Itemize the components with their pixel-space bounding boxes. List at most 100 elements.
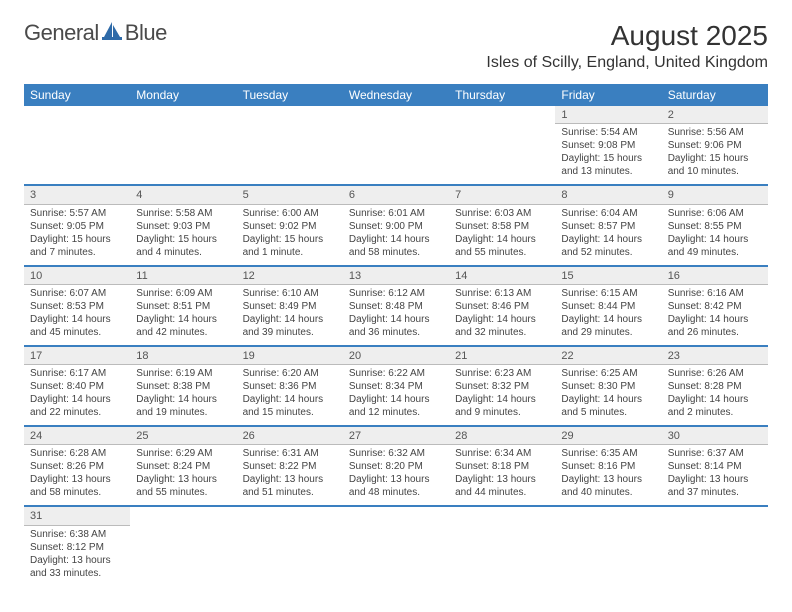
day-data-cell: Sunrise: 6:15 AMSunset: 8:44 PMDaylight:… — [555, 284, 661, 346]
day-number-cell: 13 — [343, 266, 449, 285]
sunrise-text: Sunrise: 6:01 AM — [349, 207, 443, 220]
day-header: Tuesday — [237, 84, 343, 106]
sunset-text: Sunset: 9:08 PM — [561, 139, 655, 152]
day-header-row: SundayMondayTuesdayWednesdayThursdayFrid… — [24, 84, 768, 106]
day-data-cell — [130, 124, 236, 186]
day-number-cell: 6 — [343, 185, 449, 204]
sail-icon — [102, 20, 122, 46]
day-number-cell: 31 — [24, 506, 130, 525]
sunrise-text: Sunrise: 6:00 AM — [243, 207, 337, 220]
day-data-cell: Sunrise: 6:16 AMSunset: 8:42 PMDaylight:… — [662, 284, 768, 346]
sunrise-text: Sunrise: 6:15 AM — [561, 287, 655, 300]
sunrise-text: Sunrise: 6:29 AM — [136, 447, 230, 460]
sunset-text: Sunset: 8:55 PM — [668, 220, 762, 233]
day-data-cell: Sunrise: 6:37 AMSunset: 8:14 PMDaylight:… — [662, 445, 768, 507]
day-header: Wednesday — [343, 84, 449, 106]
day-data-cell: Sunrise: 6:04 AMSunset: 8:57 PMDaylight:… — [555, 204, 661, 266]
daylight-text: Daylight: 13 hours and 44 minutes. — [455, 473, 549, 499]
sunset-text: Sunset: 8:40 PM — [30, 380, 124, 393]
day-number-cell: 7 — [449, 185, 555, 204]
daylight-text: Daylight: 14 hours and 39 minutes. — [243, 313, 337, 339]
day-data-cell: Sunrise: 6:22 AMSunset: 8:34 PMDaylight:… — [343, 365, 449, 427]
sunset-text: Sunset: 8:51 PM — [136, 300, 230, 313]
sunrise-text: Sunrise: 6:34 AM — [455, 447, 549, 460]
day-data-cell: Sunrise: 6:32 AMSunset: 8:20 PMDaylight:… — [343, 445, 449, 507]
day-data-cell — [237, 124, 343, 186]
day-number-row: 31 — [24, 506, 768, 525]
day-number-cell: 28 — [449, 426, 555, 445]
sunrise-text: Sunrise: 6:16 AM — [668, 287, 762, 300]
sunset-text: Sunset: 8:58 PM — [455, 220, 549, 233]
sunrise-text: Sunrise: 6:04 AM — [561, 207, 655, 220]
day-data-cell: Sunrise: 5:58 AMSunset: 9:03 PMDaylight:… — [130, 204, 236, 266]
sunrise-text: Sunrise: 6:23 AM — [455, 367, 549, 380]
sunset-text: Sunset: 8:22 PM — [243, 460, 337, 473]
sunset-text: Sunset: 8:53 PM — [30, 300, 124, 313]
day-data-cell: Sunrise: 6:29 AMSunset: 8:24 PMDaylight:… — [130, 445, 236, 507]
sunrise-text: Sunrise: 6:26 AM — [668, 367, 762, 380]
sunrise-text: Sunrise: 5:56 AM — [668, 126, 762, 139]
day-number-cell: 8 — [555, 185, 661, 204]
day-data-cell: Sunrise: 6:17 AMSunset: 8:40 PMDaylight:… — [24, 365, 130, 427]
day-number-cell — [343, 106, 449, 124]
daylight-text: Daylight: 14 hours and 29 minutes. — [561, 313, 655, 339]
day-number-cell: 26 — [237, 426, 343, 445]
sunrise-text: Sunrise: 6:12 AM — [349, 287, 443, 300]
sunset-text: Sunset: 8:24 PM — [136, 460, 230, 473]
day-data-cell — [24, 124, 130, 186]
day-number-row: 3456789 — [24, 185, 768, 204]
daylight-text: Daylight: 14 hours and 45 minutes. — [30, 313, 124, 339]
daylight-text: Daylight: 14 hours and 52 minutes. — [561, 233, 655, 259]
day-data-cell: Sunrise: 6:07 AMSunset: 8:53 PMDaylight:… — [24, 284, 130, 346]
sunrise-text: Sunrise: 6:09 AM — [136, 287, 230, 300]
sunset-text: Sunset: 8:26 PM — [30, 460, 124, 473]
daylight-text: Daylight: 13 hours and 48 minutes. — [349, 473, 443, 499]
sunrise-text: Sunrise: 6:22 AM — [349, 367, 443, 380]
sunset-text: Sunset: 8:48 PM — [349, 300, 443, 313]
day-number-cell: 20 — [343, 346, 449, 365]
daylight-text: Daylight: 14 hours and 5 minutes. — [561, 393, 655, 419]
sunrise-text: Sunrise: 6:13 AM — [455, 287, 549, 300]
sunset-text: Sunset: 9:03 PM — [136, 220, 230, 233]
day-data-cell: Sunrise: 6:09 AMSunset: 8:51 PMDaylight:… — [130, 284, 236, 346]
day-number-cell: 11 — [130, 266, 236, 285]
day-number-row: 17181920212223 — [24, 346, 768, 365]
day-number-cell — [130, 106, 236, 124]
sunrise-text: Sunrise: 6:35 AM — [561, 447, 655, 460]
day-number-cell: 27 — [343, 426, 449, 445]
location-text: Isles of Scilly, England, United Kingdom — [486, 54, 768, 72]
sunset-text: Sunset: 8:32 PM — [455, 380, 549, 393]
day-number-cell: 15 — [555, 266, 661, 285]
day-data-cell — [130, 525, 236, 586]
daylight-text: Daylight: 13 hours and 51 minutes. — [243, 473, 337, 499]
day-data-cell: Sunrise: 5:54 AMSunset: 9:08 PMDaylight:… — [555, 124, 661, 186]
day-number-row: 24252627282930 — [24, 426, 768, 445]
day-header: Sunday — [24, 84, 130, 106]
day-number-cell: 17 — [24, 346, 130, 365]
day-data-row: Sunrise: 5:57 AMSunset: 9:05 PMDaylight:… — [24, 204, 768, 266]
day-data-cell: Sunrise: 6:23 AMSunset: 8:32 PMDaylight:… — [449, 365, 555, 427]
sunset-text: Sunset: 8:34 PM — [349, 380, 443, 393]
day-data-cell: Sunrise: 6:19 AMSunset: 8:38 PMDaylight:… — [130, 365, 236, 427]
day-number-cell: 10 — [24, 266, 130, 285]
day-number-cell: 9 — [662, 185, 768, 204]
daylight-text: Daylight: 13 hours and 55 minutes. — [136, 473, 230, 499]
day-data-cell: Sunrise: 6:00 AMSunset: 9:02 PMDaylight:… — [237, 204, 343, 266]
sunrise-text: Sunrise: 6:10 AM — [243, 287, 337, 300]
daylight-text: Daylight: 14 hours and 32 minutes. — [455, 313, 549, 339]
day-number-cell: 18 — [130, 346, 236, 365]
daylight-text: Daylight: 15 hours and 4 minutes. — [136, 233, 230, 259]
daylight-text: Daylight: 14 hours and 36 minutes. — [349, 313, 443, 339]
day-number-cell: 25 — [130, 426, 236, 445]
daylight-text: Daylight: 14 hours and 58 minutes. — [349, 233, 443, 259]
sunrise-text: Sunrise: 5:57 AM — [30, 207, 124, 220]
day-number-cell: 1 — [555, 106, 661, 124]
day-number-cell: 12 — [237, 266, 343, 285]
daylight-text: Daylight: 13 hours and 33 minutes. — [30, 554, 124, 580]
daylight-text: Daylight: 14 hours and 9 minutes. — [455, 393, 549, 419]
sunrise-text: Sunrise: 6:25 AM — [561, 367, 655, 380]
day-number-cell: 14 — [449, 266, 555, 285]
sunset-text: Sunset: 8:16 PM — [561, 460, 655, 473]
day-data-row: Sunrise: 5:54 AMSunset: 9:08 PMDaylight:… — [24, 124, 768, 186]
day-number-cell — [449, 106, 555, 124]
